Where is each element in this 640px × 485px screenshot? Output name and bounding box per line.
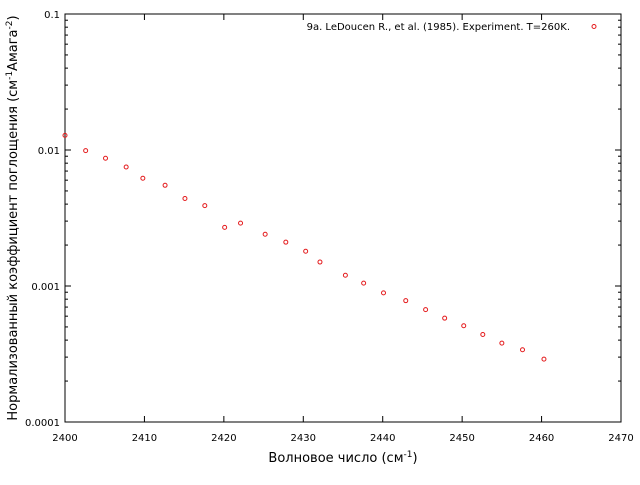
data-point (182, 195, 188, 201)
plot-frame (64, 13, 622, 423)
data-point (262, 231, 268, 237)
y-tick-label: 0.001 (31, 282, 60, 293)
data-point (499, 340, 505, 346)
data-point (123, 164, 129, 170)
data-point (381, 290, 387, 296)
x-tick-label: 2450 (449, 433, 474, 444)
y-axis-title: Нормализованный коэффициент поглощения (… (5, 15, 21, 420)
data-point (480, 331, 486, 337)
x-tick-label: 2460 (529, 433, 554, 444)
data-point (103, 155, 109, 161)
legend: 9a. LeDoucen R., et al. (1985). Experime… (307, 22, 597, 33)
y-tick-label: 0.1 (44, 10, 60, 21)
data-point (403, 298, 409, 304)
data-point (222, 224, 228, 230)
legend-marker (591, 24, 597, 29)
y-tick-label: 0.01 (38, 146, 60, 157)
data-point (140, 175, 146, 181)
x-tick-label: 2470 (608, 433, 633, 444)
data-point (83, 148, 89, 154)
x-tick-label: 2400 (52, 433, 77, 444)
data-point (62, 132, 68, 138)
data-point (520, 347, 526, 353)
data-point (283, 239, 289, 245)
data-points (62, 132, 547, 362)
data-point (442, 315, 448, 321)
x-tick-label: 2440 (370, 433, 395, 444)
data-point (202, 203, 208, 209)
y-tick-label: 0.0001 (25, 418, 60, 429)
data-point (342, 272, 348, 278)
x-tick-label: 2430 (291, 433, 316, 444)
data-point (541, 356, 547, 362)
data-point (423, 307, 429, 313)
data-point (303, 248, 309, 254)
data-point (461, 323, 467, 329)
data-point (238, 220, 244, 226)
axis-ticks: 2400 2410 2420 2430 2440 2450 2460 2470 0.0001 0.… (25, 10, 634, 444)
data-point (317, 259, 323, 265)
x-axis-title: Волновое число (см-1) (268, 450, 417, 466)
x-tick-label: 2420 (211, 433, 236, 444)
data-point (162, 182, 168, 188)
x-tick-label: 2410 (132, 433, 157, 444)
legend-label: 9a. LeDoucen R., et al. (1985). Experime… (307, 22, 570, 33)
data-point (361, 280, 367, 286)
